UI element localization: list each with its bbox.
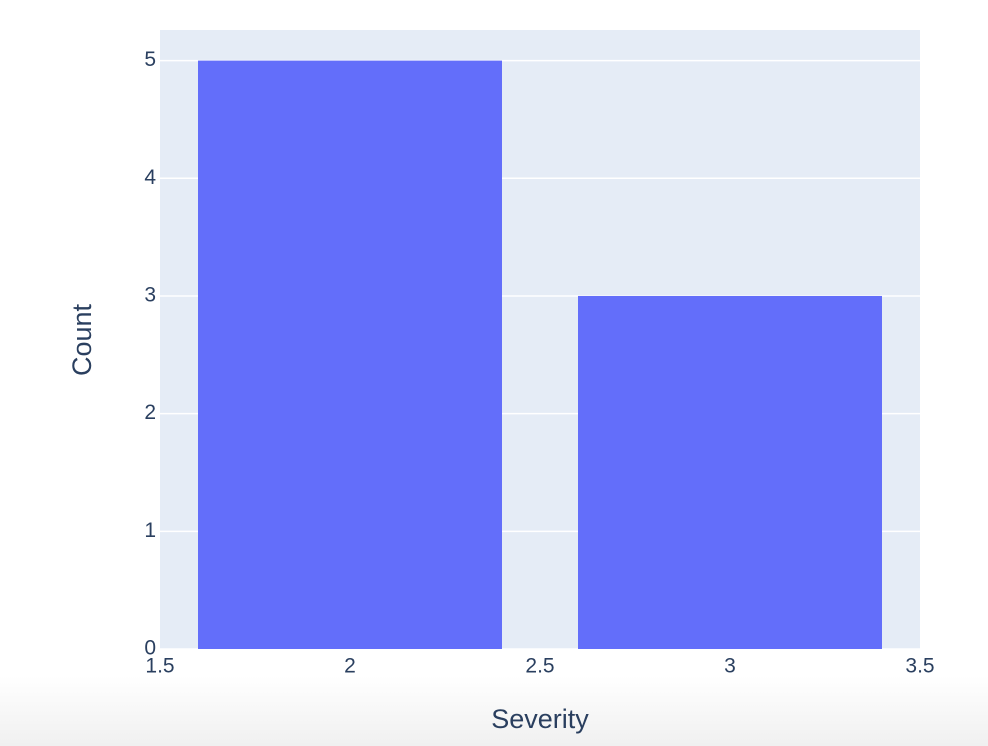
y-tick-label: 1 (144, 519, 156, 542)
y-axis-title: Count (67, 303, 97, 376)
x-tick-label: 3 (724, 655, 736, 678)
bar (198, 60, 502, 649)
y-tick-label: 3 (144, 284, 156, 307)
x-tick-label: 2 (344, 655, 356, 678)
y-tick-label: 5 (144, 48, 156, 71)
bar (578, 295, 882, 649)
x-tick-label: 1.5 (145, 655, 174, 678)
y-tick-label: 4 (144, 166, 156, 189)
x-axis-title: Severity (491, 704, 589, 734)
y-tick-label: 0 (144, 637, 156, 660)
bottom-shade (0, 676, 988, 746)
y-tick-label: 2 (144, 401, 156, 424)
x-tick-label: 2.5 (525, 655, 554, 678)
x-tick-label: 3.5 (905, 655, 934, 678)
